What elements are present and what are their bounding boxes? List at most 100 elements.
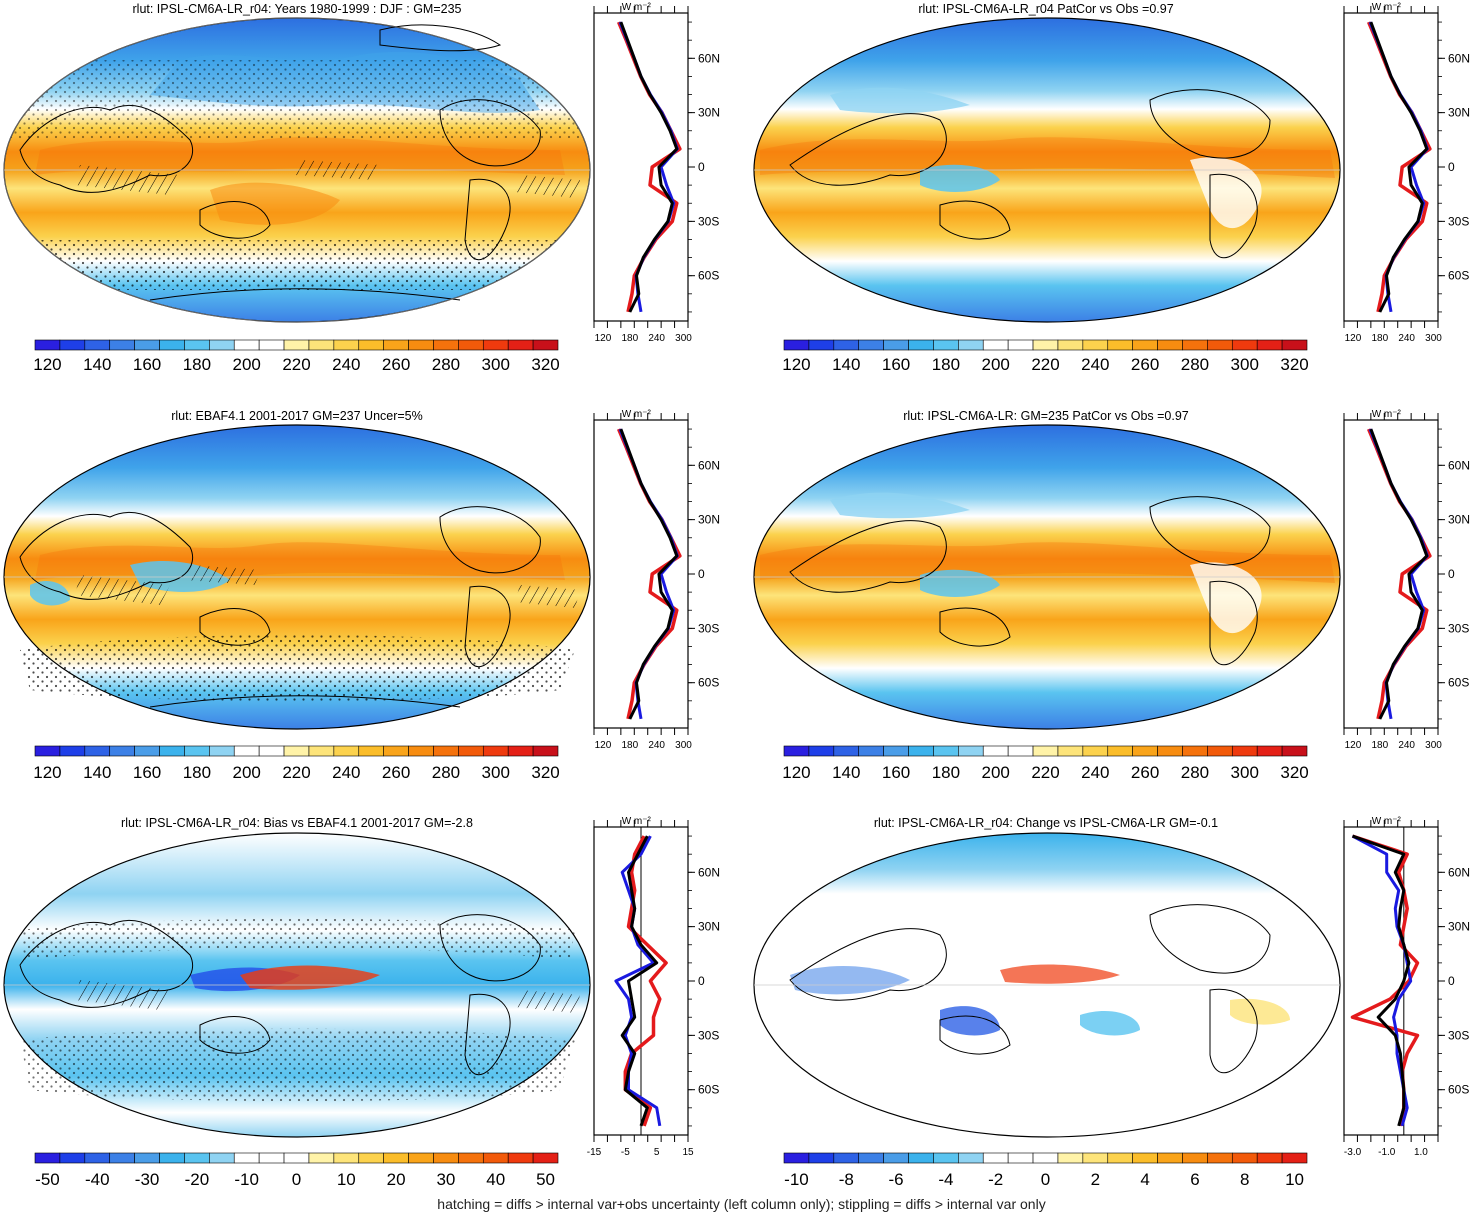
colorbar-label: -40	[85, 1170, 110, 1189]
colorbar-bin	[1132, 1152, 1158, 1164]
profile-lat-label: 60S	[698, 269, 719, 283]
colorbar-bin	[1082, 339, 1109, 351]
profile-x-tick-label: 300	[675, 333, 692, 344]
colorbar-bin	[358, 745, 384, 757]
colorbar-bin	[358, 1152, 384, 1164]
profile-lat-label: 30S	[698, 214, 719, 228]
profile-lat-label: 60S	[1448, 1083, 1469, 1097]
colorbar-label: 300	[1231, 763, 1259, 782]
profile-units-label: W m⁻²	[1372, 2, 1402, 13]
profile-units-label: W m⁻²	[1372, 409, 1402, 420]
colorbar-bin	[1256, 745, 1283, 757]
colorbar-label: 200	[233, 763, 261, 782]
profile-x-tick-label: -1.0	[1378, 1147, 1396, 1158]
colorbar-bin	[184, 339, 210, 351]
colorbar-label: 240	[332, 763, 360, 782]
colorbar-bin	[783, 339, 810, 351]
colorbar-bin	[833, 1152, 860, 1164]
profile-lat-label: 30N	[698, 513, 720, 527]
profile-x-tick-label: 120	[595, 740, 612, 751]
colorbar-bin	[283, 339, 310, 351]
panel-3-profile: W m⁻² 120 180 240 300 60N 30N 0 30S 60S	[593, 409, 720, 751]
colorbar-bin	[1182, 339, 1208, 351]
colorbar-label: -20	[185, 1170, 210, 1189]
colorbar-label: 220	[282, 763, 310, 782]
colorbar-bin	[134, 1152, 160, 1164]
panel-6-map	[753, 832, 1341, 1138]
colorbar-label: 6	[1190, 1170, 1199, 1189]
colorbar-bin	[1256, 339, 1283, 351]
colorbar-bin	[34, 1152, 61, 1164]
profile-lat-label: 30N	[1448, 106, 1470, 120]
colorbar-label: 300	[482, 763, 510, 782]
colorbar-label: 10	[1285, 1170, 1304, 1189]
colorbar-bin	[808, 1152, 835, 1164]
colorbar-bin	[958, 1152, 984, 1164]
colorbar-label: 320	[1280, 355, 1308, 374]
profile-line-model	[1350, 834, 1420, 1127]
colorbar-label: 260	[382, 355, 410, 374]
profile-line-reference	[618, 21, 679, 313]
colorbar-bin	[982, 339, 1009, 351]
profile-lat-label: 60S	[698, 1083, 719, 1097]
colorbar-bin	[333, 745, 360, 757]
profile-line-observed	[1369, 428, 1429, 720]
profile-line-observed	[1369, 21, 1429, 313]
colorbar-bin	[982, 745, 1009, 757]
colorbar-bin	[258, 1152, 285, 1164]
profile-lat-label: 0	[698, 160, 705, 174]
colorbar-bin	[233, 745, 260, 757]
profile-lat-label: 60N	[698, 51, 720, 65]
profile-lat-label: 0	[1448, 160, 1455, 174]
colorbar-bin	[458, 1152, 484, 1164]
colorbar-bin	[159, 745, 185, 757]
colorbar-label: 200	[982, 763, 1010, 782]
profile-x-tick-label: -5	[621, 1147, 630, 1158]
colorbar-bin	[808, 339, 835, 351]
colorbar-label: 220	[1031, 763, 1059, 782]
colorbar-label: 240	[1081, 355, 1109, 374]
colorbar-bin	[858, 1152, 884, 1164]
profile-units-label: W m⁻²	[622, 816, 652, 827]
colorbar-bin	[1057, 745, 1084, 757]
colorbar-label: 260	[1131, 763, 1159, 782]
colorbar-label: 220	[282, 355, 310, 374]
colorbar-bin	[159, 339, 185, 351]
profile-lat-label: 60N	[698, 458, 720, 472]
colorbar-label: 320	[1280, 763, 1308, 782]
profile-x-tick-label: 120	[1345, 740, 1362, 751]
colorbar-label: 120	[782, 763, 810, 782]
colorbar-bin	[507, 1152, 534, 1164]
colorbar-bin	[1132, 339, 1158, 351]
panel-1-profile: W m⁻² 120 180 240 300 60N 30N 0 30S 60S	[593, 2, 720, 344]
profile-lat-label: 30S	[1448, 1028, 1469, 1042]
colorbar-bin	[1182, 1152, 1208, 1164]
colorbar-bin	[283, 1152, 310, 1164]
colorbar-bin	[258, 745, 285, 757]
profile-frame	[593, 12, 689, 322]
colorbar-bin	[184, 745, 210, 757]
colorbar-bin	[59, 1152, 86, 1164]
colorbar-bin	[933, 745, 959, 757]
panel-6-colorbar: -10 -8 -6 -4 -2 0 2 4 6 8 10	[783, 1152, 1308, 1189]
colorbar-bin	[433, 1152, 459, 1164]
colorbar-bin	[59, 339, 86, 351]
panel-5: rlut: IPSL-CM6A-LR_r04: Bias vs EBAF4.1 …	[3, 816, 720, 1189]
colorbar-bin	[134, 745, 160, 757]
colorbar-label: 160	[133, 355, 161, 374]
colorbar-bin	[933, 339, 959, 351]
colorbar-bin	[1281, 339, 1308, 351]
colorbar-bin	[1157, 745, 1183, 757]
colorbar-bin	[1256, 1152, 1283, 1164]
colorbar-bin	[1032, 339, 1059, 351]
colorbar-bin	[482, 339, 509, 351]
colorbar-bin	[482, 745, 509, 757]
colorbar-bin	[908, 1152, 934, 1164]
profile-x-tick-label: 180	[621, 333, 638, 344]
colorbar-label: 260	[1131, 355, 1159, 374]
colorbar-bin	[109, 745, 135, 757]
panel-1-colorbar: 120 140 160 180 200 220 240 260 280 300 320	[33, 339, 560, 374]
profile-lat-label: 30N	[698, 920, 720, 934]
colorbar-bin	[1157, 1152, 1183, 1164]
colorbar-label: 140	[832, 355, 860, 374]
